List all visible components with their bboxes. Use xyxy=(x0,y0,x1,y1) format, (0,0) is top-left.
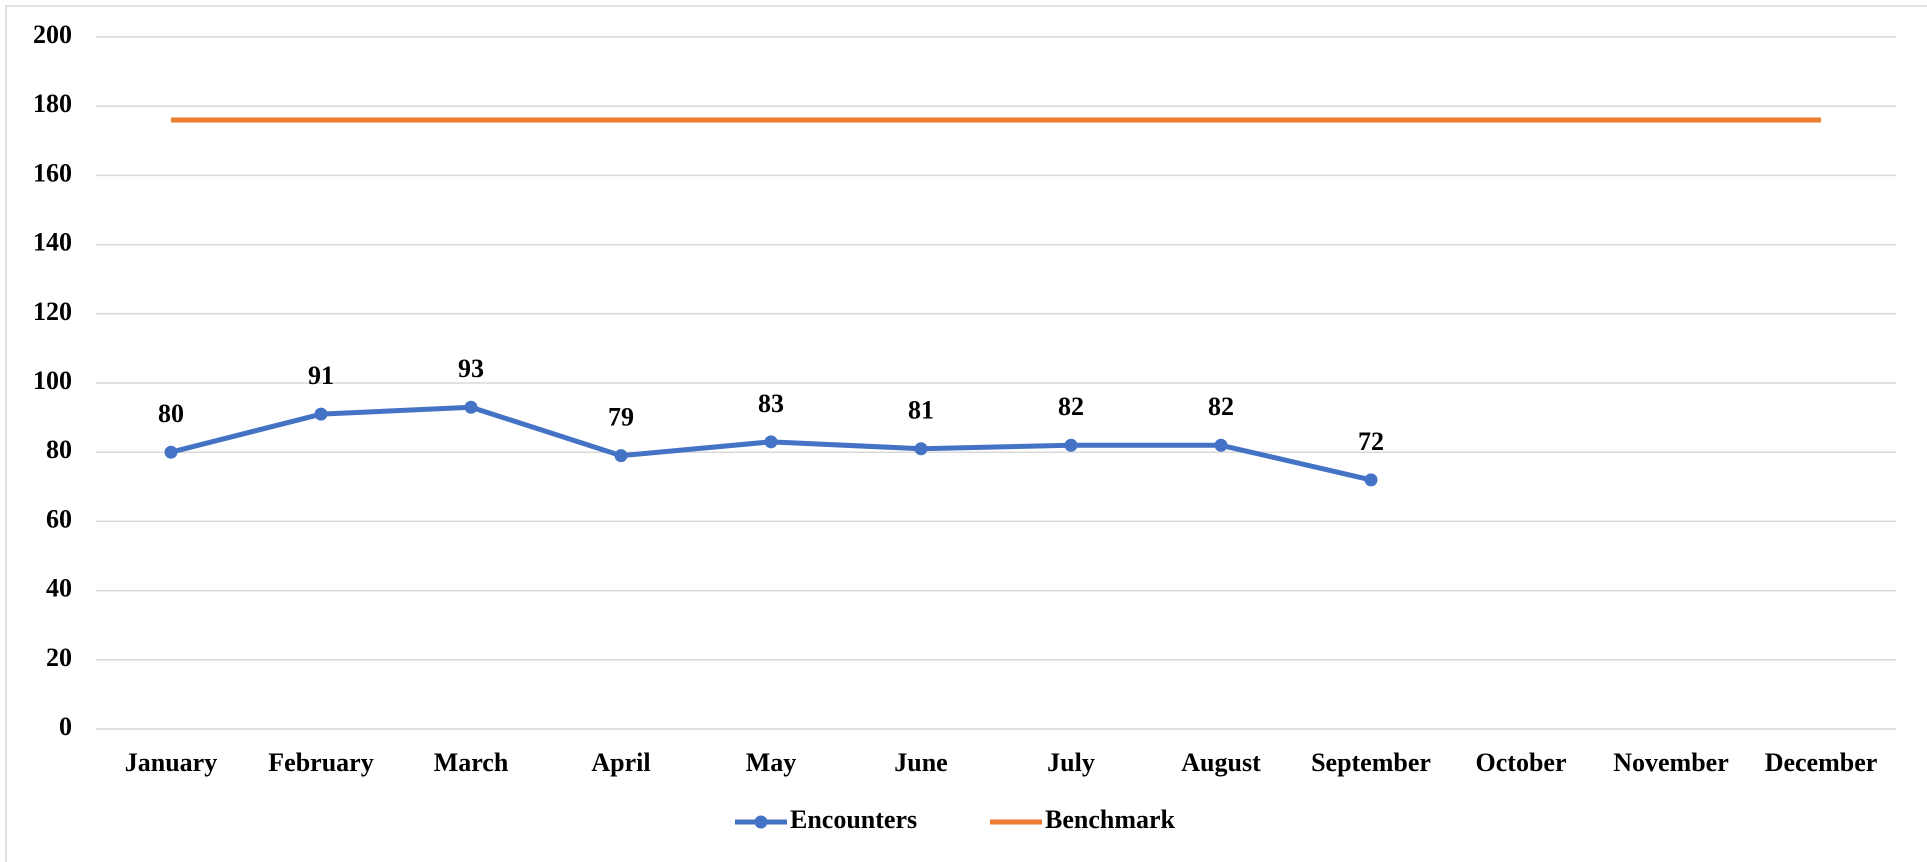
x-tick-label: December xyxy=(1765,748,1878,777)
data-label: 82 xyxy=(1208,392,1234,421)
data-label: 83 xyxy=(758,389,784,418)
legend-label: Encounters xyxy=(790,805,917,834)
data-label: 82 xyxy=(1058,392,1084,421)
x-tick-label: July xyxy=(1047,748,1095,777)
data-point xyxy=(314,407,328,421)
data-point xyxy=(464,400,478,414)
y-tick-label: 20 xyxy=(46,643,72,672)
y-tick-label: 100 xyxy=(33,366,72,395)
y-tick-label: 80 xyxy=(46,435,72,464)
legend-marker xyxy=(754,815,768,829)
y-tick-label: 140 xyxy=(33,228,72,257)
y-tick-label: 0 xyxy=(59,712,72,741)
data-label: 91 xyxy=(308,361,334,390)
data-label: 72 xyxy=(1358,427,1384,456)
data-point xyxy=(164,445,178,459)
y-tick-label: 180 xyxy=(33,89,72,118)
x-tick-label: March xyxy=(434,748,509,777)
y-tick-label: 200 xyxy=(33,20,72,49)
data-label: 81 xyxy=(908,396,934,425)
data-point xyxy=(1214,438,1228,452)
x-tick-label: October xyxy=(1476,748,1567,777)
y-tick-label: 40 xyxy=(46,574,72,603)
x-tick-label: April xyxy=(591,748,650,777)
x-tick-label: May xyxy=(746,748,797,777)
data-label: 80 xyxy=(158,399,184,428)
data-point xyxy=(1064,438,1078,452)
data-label: 79 xyxy=(608,403,634,432)
y-tick-label: 120 xyxy=(33,297,72,326)
x-tick-label: February xyxy=(268,748,373,777)
data-label: 93 xyxy=(458,354,484,383)
y-tick-label: 60 xyxy=(46,504,72,533)
data-point xyxy=(614,449,628,463)
legend-label: Benchmark xyxy=(1045,805,1176,834)
x-tick-label: August xyxy=(1181,748,1261,777)
x-tick-label: June xyxy=(894,748,947,777)
data-point xyxy=(764,435,778,449)
data-point xyxy=(1364,473,1378,487)
chart-frame xyxy=(5,5,1927,862)
data-point xyxy=(914,442,928,456)
y-tick-label: 160 xyxy=(33,158,72,187)
x-tick-label: January xyxy=(125,748,217,777)
x-tick-label: November xyxy=(1613,748,1729,777)
x-tick-label: September xyxy=(1311,748,1431,777)
